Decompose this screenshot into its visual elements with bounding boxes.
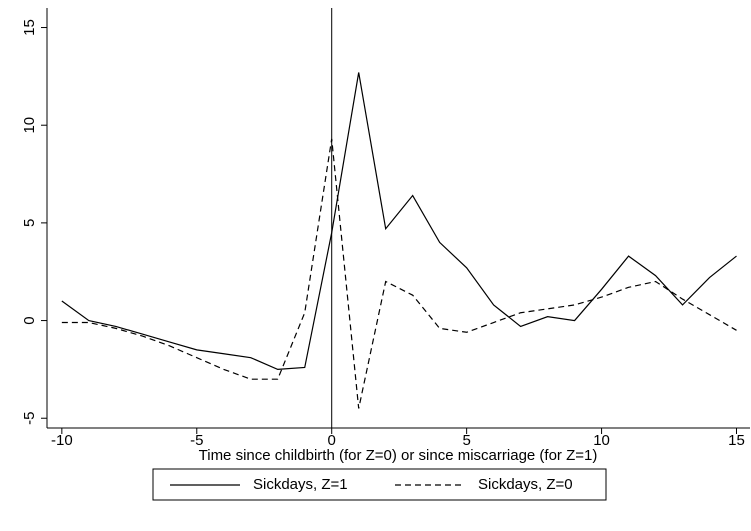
series-line <box>61 72 737 371</box>
y-tick-label: 0 <box>21 316 38 324</box>
y-tick-label: -5 <box>21 412 38 425</box>
x-tick-label: 10 <box>593 432 610 449</box>
x-axis-title: Time since childbirth (for Z=0) or since… <box>199 447 598 464</box>
legend-box <box>152 468 607 501</box>
x-tick-label: -5 <box>190 432 203 449</box>
y-tick-label: 5 <box>21 219 38 227</box>
x-tick-label: 0 <box>328 432 336 449</box>
legend-label: Sickdays, Z=1 <box>253 476 348 493</box>
series-line <box>61 138 737 409</box>
x-tick-label: -10 <box>51 432 73 449</box>
x-tick-label: 15 <box>728 432 745 449</box>
y-tick-label: 15 <box>21 19 38 36</box>
x-tick-label: 5 <box>462 432 470 449</box>
legend-label: Sickdays, Z=0 <box>478 476 573 493</box>
y-tick-label: 10 <box>21 117 38 134</box>
